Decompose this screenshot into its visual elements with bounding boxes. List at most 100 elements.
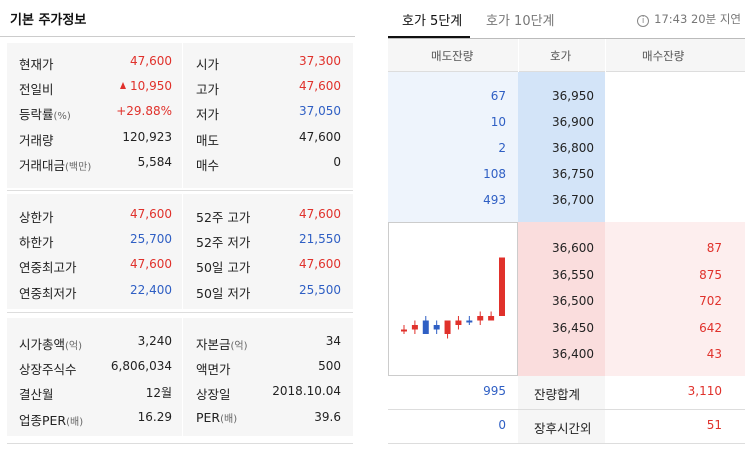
info-value: 47,600 [130, 257, 172, 272]
mini-candle-chart [388, 222, 518, 376]
candle-body [455, 320, 462, 325]
ask-price[interactable]: 36,700 [552, 193, 594, 207]
summary-divider [388, 409, 745, 410]
info-label: 전일비 [19, 82, 54, 98]
info-row: 등락률(%) +29.88% 저가 37,050 [7, 100, 353, 125]
fundamental-section [7, 318, 353, 436]
info-label: 등락률(%) [19, 107, 71, 123]
info-label: PER(배) [196, 409, 238, 425]
section-divider [7, 443, 353, 444]
delay-status-text: 17:43 20분 지연 [654, 12, 741, 26]
info-label: 하한가 [19, 235, 54, 251]
header-ask-qty: 매도잔량 [431, 49, 474, 63]
ask-price[interactable]: 36,800 [552, 141, 594, 155]
info-label: 거래량 [19, 132, 54, 148]
info-value: 47,600 [299, 207, 341, 221]
bid-qty: 875 [699, 267, 722, 282]
candle-body [488, 316, 495, 321]
info-value: 47,600 [299, 257, 341, 272]
info-label: 매수 [196, 157, 220, 173]
order-book-panel: 호가 5단계 호가 10단계 i 17:43 20분 지연 매도잔량 호가 매수잔… [388, 0, 745, 451]
mini-candle-svg [401, 257, 505, 339]
range-section [7, 194, 353, 309]
info-label: 매도 [196, 132, 220, 148]
candle-body [433, 325, 440, 330]
bid-price[interactable]: 36,400 [552, 347, 594, 361]
info-label: 시가총액(억) [19, 337, 83, 352]
column-separator [182, 194, 183, 309]
ask-qty: 493 [483, 193, 506, 207]
header-bid-qty: 매수잔량 [642, 49, 685, 63]
info-row: 하한가 25,700 52주 저가 21,550 [7, 228, 353, 253]
bid-price[interactable]: 36,550 [552, 267, 594, 282]
info-row: 시가총액(억) 3,240 자본금(억) 34 [7, 330, 353, 355]
header-separator [518, 39, 519, 72]
info-row: 상장주식수 6,806,034 액면가 500 [7, 355, 353, 380]
info-value: 34 [325, 334, 341, 348]
info-label: 고가 [196, 82, 220, 98]
info-row: 연중최고가 47,600 50일 고가 47,600 [7, 253, 353, 278]
basic-stock-info-panel: 기본 주가정보 현재가 47,600 시가 37,300 전일비 10,950 고가 47,6… [0, 0, 355, 451]
info-value: 47,600 [130, 207, 172, 221]
candle-body [444, 320, 451, 334]
info-label: 50일 고가 [196, 260, 251, 276]
info-label: 연중최저가 [19, 285, 77, 301]
info-label: 52주 고가 [196, 210, 251, 225]
summary-bid-value: 3,110 [687, 384, 722, 398]
info-label: 상장일 [196, 387, 231, 403]
bid-price[interactable]: 36,500 [552, 294, 594, 308]
ask-qty: 67 [490, 89, 506, 103]
ask-price[interactable]: 36,900 [552, 115, 594, 129]
section-divider [7, 190, 353, 191]
info-row: 거래대금(백만) 5,584 매수 0 [7, 151, 353, 176]
info-value: 47,600 [130, 54, 172, 68]
info-label: 저가 [196, 107, 220, 123]
info-row: 연중최저가 22,400 50일 저가 25,500 [7, 279, 353, 304]
info-label: 시가 [196, 57, 220, 72]
info-value: 0 [333, 154, 341, 169]
info-row: 결산월 12월 상장일 2018.10.04 [7, 380, 353, 405]
bid-qty: 642 [699, 320, 722, 335]
bid-price[interactable]: 36,450 [552, 320, 594, 335]
candle-body [477, 316, 484, 321]
info-value: 47,600 [299, 129, 341, 144]
ask-price[interactable]: 36,750 [552, 167, 594, 181]
info-value: 120,923 [122, 129, 172, 144]
tab-10-levels[interactable]: 호가 10단계 [486, 14, 555, 29]
delay-status: i 17:43 20분 지연 [637, 11, 741, 27]
info-label: 업종PER(배) [19, 412, 84, 428]
info-value: 16.29 [137, 409, 172, 424]
section-divider [7, 312, 353, 313]
summary-divider [388, 443, 745, 444]
ask-price[interactable]: 36,950 [552, 89, 594, 103]
bid-price-area [518, 222, 605, 376]
info-label: 거래대금(백만) [19, 157, 92, 173]
info-value: 37,300 [299, 54, 341, 68]
info-label: 연중최고가 [19, 260, 77, 276]
info-value: 10,950 [120, 79, 172, 93]
info-value: 6,806,034 [110, 359, 172, 374]
info-value: 12월 [145, 386, 172, 401]
ask-qty-area [388, 72, 518, 222]
info-row: 현재가 47,600 시가 37,300 [7, 50, 353, 75]
candle-body [422, 320, 429, 334]
candle-body [466, 320, 473, 323]
bid-qty: 43 [706, 347, 722, 361]
info-value: 47,600 [299, 79, 341, 94]
info-value: 22,400 [130, 282, 172, 297]
price-section [7, 43, 353, 188]
bid-price[interactable]: 36,600 [552, 241, 594, 255]
summary-label: 잔량합계 [534, 387, 581, 402]
info-value: 5,584 [137, 154, 172, 169]
ask-qty: 108 [483, 167, 506, 181]
tab-5-levels[interactable]: 호가 5단계 [402, 14, 463, 29]
info-icon[interactable]: i [637, 15, 650, 27]
info-value: 37,050 [299, 104, 341, 119]
summary-ask-value: 995 [483, 384, 506, 398]
candle-body [401, 329, 407, 332]
ask-empty-area [605, 72, 745, 222]
summary-bid-value: 51 [706, 418, 722, 432]
info-row: 거래량 120,923 매도 47,600 [7, 126, 353, 151]
summary-ask-value: 0 [498, 418, 506, 432]
ask-qty: 10 [490, 115, 506, 129]
